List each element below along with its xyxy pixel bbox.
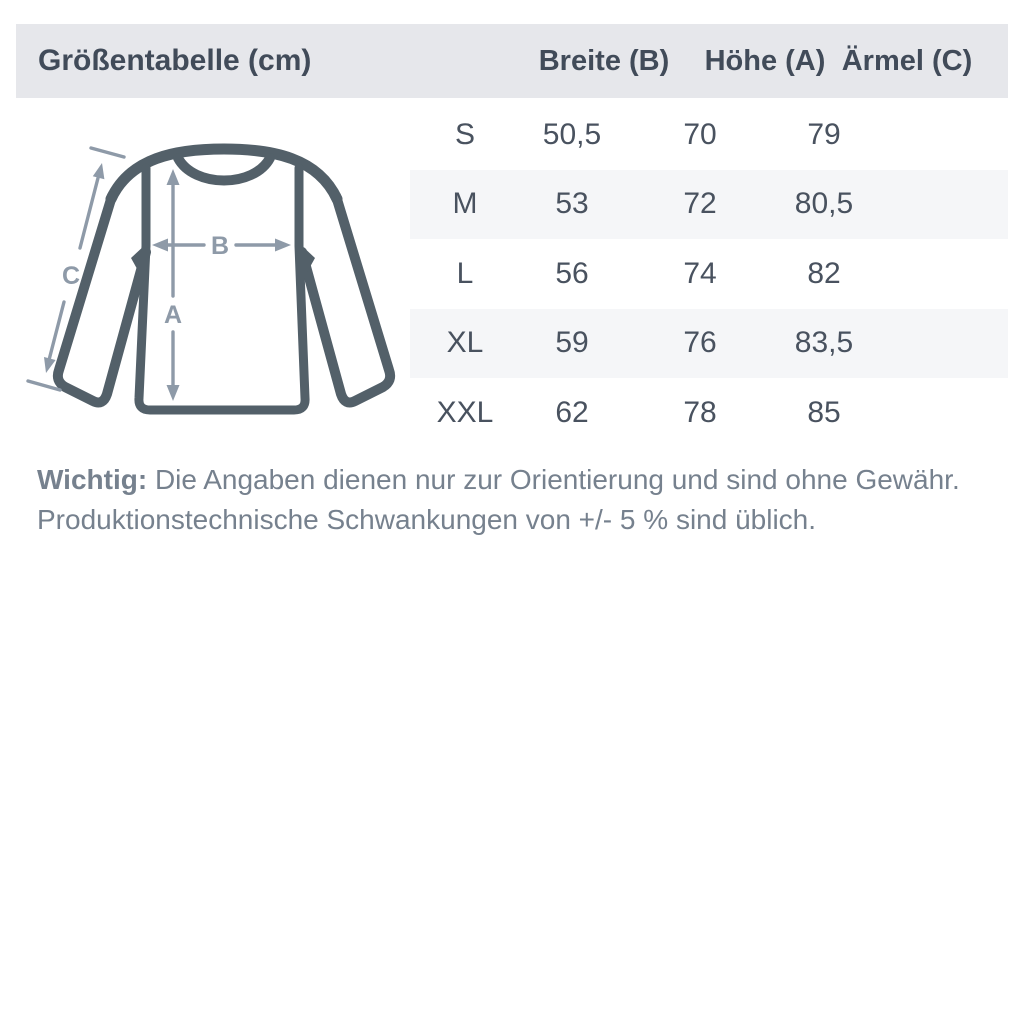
disclaimer-line2: Produktionstechnische Schwankungen von +… [37, 503, 817, 535]
breite-value: 62 [555, 395, 589, 429]
column-header-aermel: Ärmel (C) [841, 45, 973, 77]
dimension-c-line-bottom [47, 300, 66, 362]
column-header-hoehe: Höhe (A) [704, 45, 826, 77]
breite-value: 56 [555, 256, 589, 290]
aermel-value: 83,5 [794, 326, 854, 360]
left-armpit-wedge [131, 244, 146, 285]
aermel-value: 85 [807, 395, 841, 429]
right-sleeve-outline [297, 191, 396, 408]
dimension-label-a: A [164, 301, 182, 329]
table-row: L 56 74 82 [410, 239, 1008, 309]
dimension-c-tick-top [89, 146, 126, 159]
left-sleeve-outline [52, 191, 151, 408]
size-label: S [454, 117, 475, 151]
table-header-bar: Größentabelle (cm) Breite (B) Höhe (A) Ä… [16, 24, 1008, 98]
body-outline [134, 163, 310, 415]
dimension-arrowheads [44, 163, 291, 401]
sweater-outline [52, 143, 396, 415]
breite-value: 53 [555, 187, 589, 221]
arrowhead-a-up-icon [166, 169, 180, 185]
arrowhead-c-up-icon [92, 163, 105, 180]
shoulder-band [105, 143, 343, 205]
hoehe-value: 78 [683, 395, 717, 429]
arrowhead-b-left-icon [152, 238, 168, 252]
disclaimer-line1: Die Angaben dienen nur zur Orientierung … [154, 464, 960, 495]
right-armpit-wedge [300, 244, 315, 285]
dimension-c-tick-bottom [26, 379, 62, 392]
hoehe-value: 70 [683, 117, 717, 151]
disclaimer-note: Wichtig: Die Angaben dienen nur zur Orie… [37, 460, 987, 539]
size-label: M [452, 187, 478, 221]
arrowhead-c-down-icon [44, 357, 56, 373]
hoehe-value: 74 [683, 256, 717, 290]
dimension-labels: A B C [62, 232, 229, 329]
table-row: XL 59 76 83,5 [410, 308, 1008, 378]
dimension-label-c: C [62, 262, 80, 290]
sweater-measurement-diagram: A B C [26, 143, 396, 415]
dimension-lines [26, 146, 279, 392]
table-row: M 53 72 80,5 [410, 169, 1008, 239]
size-label: XL [446, 326, 484, 360]
aermel-value: 79 [807, 117, 841, 151]
collar-outline [173, 153, 275, 186]
column-header-breite: Breite (B) [538, 45, 670, 77]
size-table: S 50,5 70 79 M 53 72 80,5 L 56 74 82 XL … [410, 100, 1008, 448]
table-row: XXL 62 78 85 [410, 378, 1008, 448]
table-row: S 50,5 70 79 [410, 100, 1008, 170]
armpit-wedges [131, 244, 315, 285]
size-label: XXL [436, 395, 494, 429]
dimension-label-b: B [211, 232, 229, 260]
breite-value: 50,5 [542, 117, 602, 151]
hoehe-value: 76 [683, 326, 717, 360]
arrowhead-b-right-icon [275, 238, 291, 252]
size-label: L [456, 256, 474, 290]
arrowhead-a-down-icon [166, 385, 180, 401]
breite-value: 59 [555, 326, 589, 360]
aermel-value: 80,5 [794, 187, 854, 221]
hoehe-value: 72 [683, 187, 717, 221]
dimension-c-line-top [78, 176, 100, 250]
page-title: Größentabelle (cm) [38, 44, 312, 77]
disclaimer-label: Wichtig: [37, 464, 148, 495]
aermel-value: 82 [807, 256, 841, 290]
